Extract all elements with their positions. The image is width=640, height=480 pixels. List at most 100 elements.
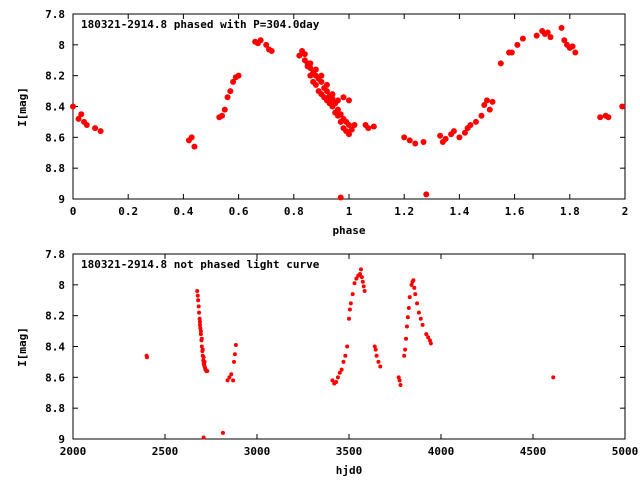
data-point (405, 315, 410, 320)
x-tick-label: 4500 (520, 445, 547, 458)
data-point (461, 129, 468, 136)
data-point (197, 310, 202, 315)
data-point (339, 367, 344, 372)
x-tick-label: 2 (622, 205, 629, 218)
data-point (195, 293, 200, 298)
x-tick-label: 0.6 (229, 205, 249, 218)
data-point (358, 272, 363, 277)
data-point (343, 128, 350, 135)
chart-title-unphased: 180321-2914.8 not phased light curve (81, 258, 320, 271)
data-point (144, 355, 149, 360)
data-point (235, 72, 242, 79)
data-point (450, 128, 457, 135)
data-point (358, 267, 363, 272)
data-point (97, 128, 104, 135)
data-point (489, 98, 496, 105)
data-point (312, 66, 319, 73)
data-point (404, 336, 409, 341)
data-point (318, 72, 325, 79)
data-point (413, 292, 418, 297)
data-point (412, 140, 419, 147)
data-point (374, 353, 379, 358)
data-point (205, 369, 210, 374)
data-point (345, 344, 350, 349)
data-point (424, 332, 429, 337)
data-point (268, 48, 275, 54)
data-point (420, 322, 425, 327)
panel-phased: 180321-2914.8 phased with P=304.0day pha… (16, 8, 628, 237)
data-point (307, 60, 314, 67)
data-point (352, 281, 357, 286)
data-points-unphased (144, 267, 556, 440)
data-point (225, 378, 230, 383)
data-point (411, 278, 416, 283)
data-point (486, 106, 493, 113)
data-point (544, 29, 551, 36)
data-point (519, 35, 526, 42)
plot-frame-phased (72, 13, 626, 200)
data-point (201, 355, 206, 360)
data-point (472, 118, 479, 125)
data-point (341, 359, 346, 364)
data-point (533, 32, 540, 39)
data-point (224, 94, 231, 101)
data-point (323, 88, 330, 95)
data-point (220, 430, 225, 435)
data-point (321, 94, 328, 101)
data-point (310, 78, 317, 85)
data-point (597, 114, 604, 121)
data-point (569, 43, 576, 50)
y-tick-label: 8.8 (45, 402, 65, 415)
x-tick-label: 0.2 (118, 205, 138, 218)
data-point (229, 372, 234, 377)
y-axis-label-unphased: I[mag] (16, 327, 29, 367)
y-tick-label: 8 (58, 279, 65, 292)
data-point (605, 114, 612, 121)
data-point (561, 37, 568, 44)
data-point (92, 125, 99, 132)
data-point (420, 138, 427, 145)
y-tick-label: 9 (58, 193, 65, 206)
x-tick-label: 2000 (60, 445, 87, 458)
y-axis-label-phased: I[mag] (16, 87, 29, 127)
data-point (75, 115, 82, 122)
x-tick-label: 1.8 (560, 205, 580, 218)
data-point (428, 341, 433, 346)
data-point (198, 329, 203, 334)
data-point (360, 279, 365, 284)
data-point (197, 322, 202, 327)
ticks-unphased: 2000 2500 3000 3500 4000 4500 5000 7.8 8 8.2 8.4 8.… (45, 248, 638, 458)
data-point (335, 375, 340, 380)
data-point (323, 81, 330, 88)
data-point (326, 100, 333, 107)
x-axis-label-unphased: hjd0 (336, 464, 363, 477)
y-tick-label: 8.6 (45, 371, 65, 384)
data-point (198, 332, 203, 337)
data-point (197, 319, 202, 324)
data-point (230, 78, 237, 85)
data-point (318, 78, 325, 85)
data-point (348, 301, 353, 306)
data-point (481, 101, 488, 108)
data-point (407, 295, 412, 300)
data-point (315, 88, 322, 95)
chart-title-phased: 180321-2914.8 phased with P=304.0day (81, 18, 320, 31)
data-point (198, 326, 203, 330)
data-point (346, 97, 352, 104)
data-point (70, 103, 76, 110)
y-tick-label: 8.6 (45, 131, 65, 144)
data-point (514, 41, 521, 48)
y-tick-label: 8 (58, 39, 65, 52)
data-point (402, 353, 407, 358)
data-point (397, 378, 402, 383)
data-point (361, 284, 366, 289)
data-point (227, 375, 232, 380)
x-axis-label-phased: phase (332, 224, 365, 237)
data-point (370, 123, 377, 130)
y-tick-label: 8.8 (45, 162, 65, 175)
data-point (412, 285, 417, 290)
data-point (437, 132, 444, 139)
data-point (354, 276, 359, 281)
data-point (348, 126, 355, 133)
